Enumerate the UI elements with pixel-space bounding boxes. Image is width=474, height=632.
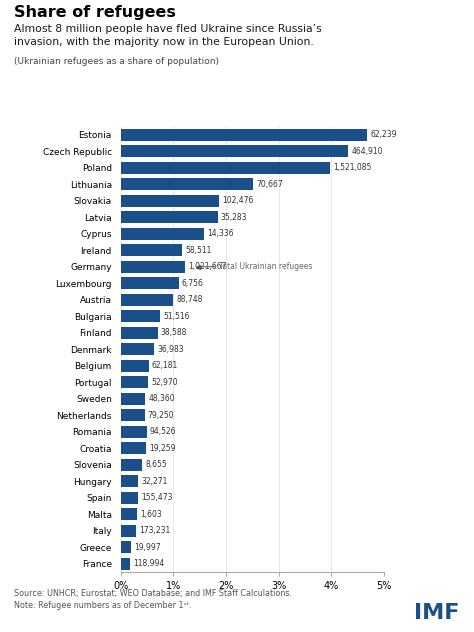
Text: 1,603: 1,603 [140,509,162,519]
Bar [121,310,160,322]
Text: (Ukrainian refugees as a share of population): (Ukrainian refugees as a share of popula… [14,57,219,66]
Bar [121,343,154,355]
Bar [121,129,367,140]
Text: IMF: IMF [414,602,460,623]
Text: 35,283: 35,283 [221,212,247,222]
Text: 48,360: 48,360 [148,394,175,403]
Bar [121,475,138,487]
Bar [121,525,136,537]
Text: Source: UNHCR; Eurostat; WEO Database; and IMF Staff Calculations.
Note: Refugee: Source: UNHCR; Eurostat; WEO Database; a… [14,589,292,610]
Text: 52,970: 52,970 [151,378,177,387]
Text: 102,476: 102,476 [222,196,254,205]
Text: 58,511: 58,511 [186,246,212,255]
Bar [121,327,158,339]
Bar [121,244,182,256]
Bar [121,392,145,404]
Text: 6,756: 6,756 [182,279,204,288]
Text: 19,259: 19,259 [149,444,175,453]
Bar [121,294,173,306]
Text: 8,655: 8,655 [146,460,167,469]
Bar [121,360,149,372]
Text: 38,588: 38,588 [161,328,187,337]
Text: 70,667: 70,667 [256,179,283,189]
Text: 88,748: 88,748 [176,295,202,304]
Text: 19,997: 19,997 [134,543,161,552]
Bar [121,228,204,240]
Bar [121,426,146,437]
Bar [121,558,130,569]
Text: Share of refugees: Share of refugees [14,5,176,20]
Bar [121,508,137,520]
Text: 94,526: 94,526 [150,427,176,436]
Bar [121,442,146,454]
Bar [121,211,218,223]
Bar [121,277,179,289]
Text: 1,021,667: 1,021,667 [188,262,227,271]
Text: 464,910: 464,910 [351,147,383,155]
Bar [121,195,219,207]
Text: 62,239: 62,239 [370,130,397,139]
Bar [121,261,185,272]
Text: 1,521,085: 1,521,085 [333,163,372,172]
Bar [121,410,145,421]
Bar [121,492,138,504]
Text: Almost 8 million people have fled Ukraine since Russia’s
invasion, with the majo: Almost 8 million people have fled Ukrain… [14,24,322,47]
Text: 173,231: 173,231 [139,526,171,535]
Text: 62,181: 62,181 [152,361,178,370]
Bar [121,178,253,190]
Text: 79,250: 79,250 [148,411,174,420]
Text: Total Ukrainian refugees: Total Ukrainian refugees [219,262,313,271]
Text: 14,336: 14,336 [207,229,234,238]
Text: 32,271: 32,271 [141,477,168,486]
Bar [121,541,131,553]
Text: 36,983: 36,983 [157,344,184,354]
Text: 155,473: 155,473 [141,493,173,502]
Text: 118,994: 118,994 [134,559,165,568]
Bar [121,162,330,174]
Bar [121,145,348,157]
Bar [121,376,148,388]
Bar [121,459,143,471]
Text: 51,516: 51,516 [163,312,190,320]
